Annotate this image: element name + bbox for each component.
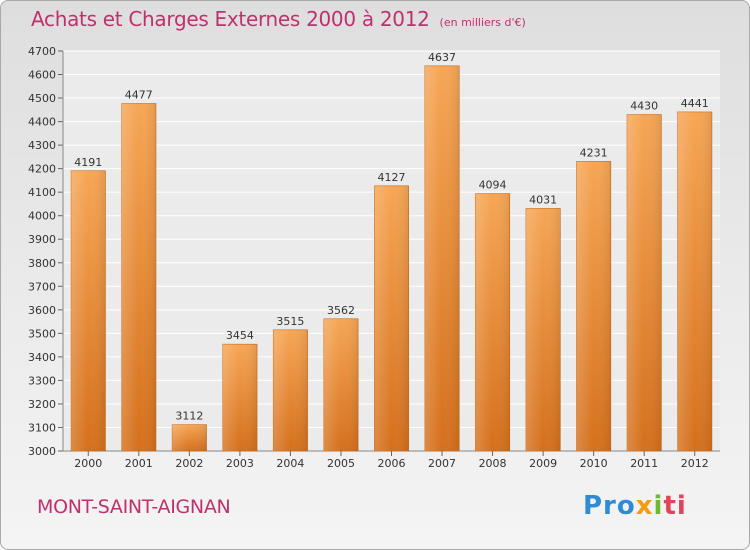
x-tick-label: 2012 bbox=[681, 457, 709, 470]
y-tick-label: 4500 bbox=[28, 92, 56, 105]
bar-shade bbox=[424, 65, 460, 451]
chart-title-unit: (en milliers d'€) bbox=[439, 16, 526, 29]
x-tick-label: 2004 bbox=[276, 457, 304, 470]
x-tick-label: 2003 bbox=[226, 457, 254, 470]
x-tick-label: 2005 bbox=[327, 457, 355, 470]
chart-title-main: Achats et Charges Externes 2000 à 2012 bbox=[31, 7, 430, 31]
data-label: 4477 bbox=[125, 88, 153, 101]
x-tick-label: 2011 bbox=[630, 457, 658, 470]
x-tick-label: 2010 bbox=[580, 457, 608, 470]
data-label: 4094 bbox=[479, 179, 507, 192]
y-axis-ticks: 3000 3100 3200 3300 3400 3500 3600 3700 3800 3900… bbox=[28, 45, 720, 458]
city-name: MONT-SAINT-AIGNAN bbox=[37, 496, 231, 518]
x-tick-label: 2001 bbox=[125, 457, 153, 470]
bar-shade bbox=[475, 193, 510, 451]
y-tick-label: 4200 bbox=[28, 163, 56, 176]
y-tick-label: 4600 bbox=[28, 69, 56, 82]
data-label: 3515 bbox=[276, 315, 304, 328]
data-label: 3454 bbox=[226, 329, 254, 342]
data-label: 4637 bbox=[428, 51, 456, 64]
bar-shade bbox=[273, 329, 308, 451]
data-label: 4430 bbox=[630, 100, 658, 113]
y-tick-label: 3200 bbox=[28, 398, 56, 411]
bar-shade bbox=[172, 424, 207, 451]
y-tick-label: 3800 bbox=[28, 257, 56, 270]
y-tick-label: 3100 bbox=[28, 421, 56, 434]
y-tick-label: 4100 bbox=[28, 186, 56, 199]
data-label: 4127 bbox=[378, 171, 406, 184]
bar-shade bbox=[525, 208, 561, 451]
bar-shade bbox=[323, 318, 359, 451]
data-label: 4231 bbox=[580, 146, 608, 159]
data-label: 4191 bbox=[74, 156, 102, 169]
bar-shade bbox=[576, 161, 611, 451]
y-tick-label: 4700 bbox=[28, 45, 56, 58]
data-labels: 4191 4477 3112 3454 3515 3562 4127 4637 4094 4031… bbox=[74, 51, 708, 423]
x-tick-label: 2009 bbox=[529, 457, 557, 470]
x-tick-label: 2000 bbox=[74, 457, 102, 470]
bar-shade bbox=[71, 170, 106, 451]
bar-shade bbox=[222, 344, 258, 451]
logo-part-1: Pro bbox=[583, 491, 636, 521]
x-axis-ticks: 2000 2001 2002 2003 2004 2005 2006 2007 2008 2009… bbox=[74, 451, 709, 470]
proxiti-logo: Proxiti bbox=[583, 491, 687, 521]
y-tick-label: 3400 bbox=[28, 351, 56, 364]
logo-part-3: i bbox=[653, 491, 664, 521]
y-tick-label: 4000 bbox=[28, 210, 56, 223]
data-label: 3112 bbox=[175, 410, 203, 423]
y-tick-label: 3700 bbox=[28, 280, 56, 293]
bar-shade bbox=[677, 111, 712, 452]
x-tick-label: 2007 bbox=[428, 457, 456, 470]
logo-part-4: ti bbox=[663, 491, 687, 521]
y-tick-label: 3000 bbox=[28, 445, 56, 458]
bar-shade bbox=[374, 185, 409, 451]
y-tick-label: 4400 bbox=[28, 116, 56, 129]
x-tick-label: 2006 bbox=[378, 457, 406, 470]
bars bbox=[70, 65, 713, 452]
bar-shade bbox=[121, 103, 156, 452]
bar-shade bbox=[627, 114, 662, 451]
y-tick-label: 3600 bbox=[28, 304, 56, 317]
y-tick-label: 3300 bbox=[28, 374, 56, 387]
data-label: 3562 bbox=[327, 304, 355, 317]
y-tick-label: 3900 bbox=[28, 233, 56, 246]
y-tick-label: 4300 bbox=[28, 139, 56, 152]
chart-title: Achats et Charges Externes 2000 à 2012 (e… bbox=[31, 7, 526, 31]
data-label: 4441 bbox=[681, 97, 709, 110]
y-tick-label: 3500 bbox=[28, 327, 56, 340]
x-tick-label: 2008 bbox=[479, 457, 507, 470]
x-tick-label: 2002 bbox=[175, 457, 203, 470]
data-label: 4031 bbox=[529, 193, 557, 206]
logo-part-2: x bbox=[635, 491, 654, 521]
